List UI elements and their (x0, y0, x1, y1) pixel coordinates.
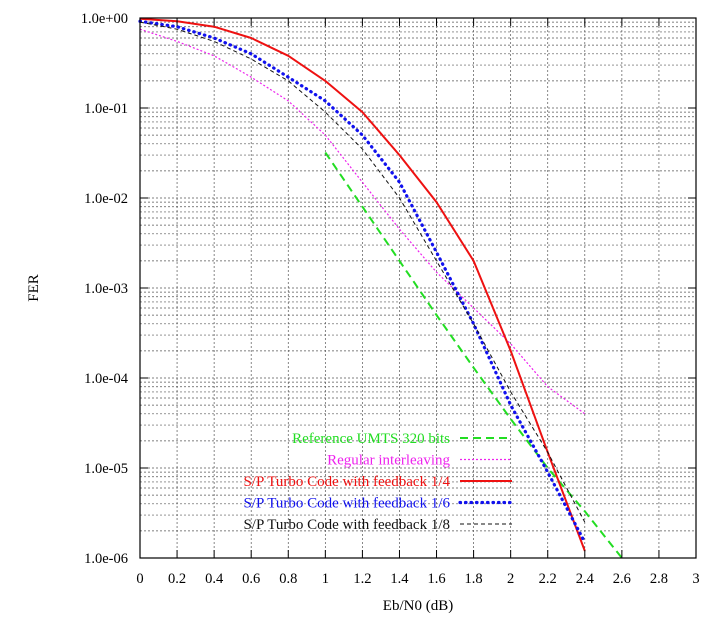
legend-label: S/P Turbo Code with feedback 1/4 (243, 474, 450, 490)
series-line-3 (139, 17, 586, 552)
series-line-1 (324, 151, 623, 559)
x-tick-label: 1.6 (427, 571, 445, 587)
x-tick-label: 1.2 (353, 571, 371, 587)
legend-label: Reference UMTS 320 bits (292, 431, 450, 447)
x-tick-label: 3 (692, 571, 699, 587)
y-tick-label: 1.0e-02 (84, 191, 128, 207)
x-tick-label: 2.4 (576, 571, 595, 587)
legend-label: S/P Turbo Code with feedback 1/8 (243, 517, 450, 533)
x-tick-label: 0.8 (279, 571, 297, 587)
x-tick-label: 1.8 (465, 571, 483, 587)
x-tick-label: 0.6 (242, 571, 260, 587)
x-tick-label: 2.2 (539, 571, 557, 587)
x-tick-label: 0.4 (205, 571, 224, 587)
x-tick-label: 2.8 (650, 571, 668, 587)
y-tick-label: 1.0e-06 (84, 551, 128, 567)
grid (140, 18, 696, 558)
tick-labels: 0 0.2 0.4 0.6 0.8 1 1.2 1.4 1.6 1.8 2 2.2 2.4 2.6 2.8 3… (81, 11, 700, 587)
x-tick-label: 0.2 (168, 571, 186, 587)
x-tick-label: 1.4 (390, 571, 409, 587)
x-tick-label: 2.6 (613, 571, 631, 587)
series-line-4 (138, 19, 587, 544)
legend: Reference UMTS 320 bits Regular interleav… (243, 431, 514, 533)
x-tick-label: 2 (507, 571, 514, 587)
y-tick-label: 1.0e-04 (84, 371, 129, 387)
series-line-5 (139, 21, 586, 523)
y-tick-label: 1.0e-05 (84, 461, 128, 477)
y-tick-label: 1.0e+00 (81, 11, 128, 27)
y-axis-label: FER (26, 274, 42, 302)
y-tick-label: 1.0e-01 (84, 101, 128, 117)
x-tick-label: 1 (322, 571, 329, 587)
legend-label: S/P Turbo Code with feedback 1/6 (243, 496, 450, 512)
y-tick-label: 1.0e-03 (84, 281, 128, 297)
axis-ticks (139, 17, 697, 559)
x-tick-label: 0 (136, 571, 143, 587)
x-axis-label: Eb/N0 (dB) (383, 598, 453, 614)
series-layer (138, 17, 623, 559)
legend-label: Regular interleaving (327, 453, 450, 469)
